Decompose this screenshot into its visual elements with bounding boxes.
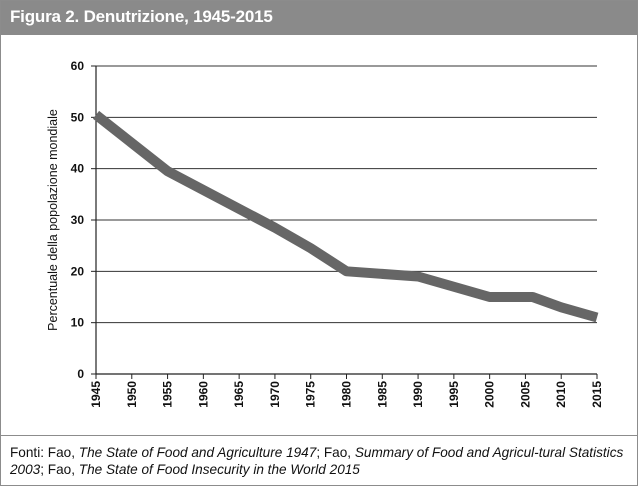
x-tick-label: 2015	[590, 381, 604, 408]
source-segment: The State of Food and Agriculture 1947	[78, 445, 317, 460]
x-tick-label: 1945	[89, 381, 103, 408]
y-tick-label: 10	[71, 316, 85, 330]
source-segment: Summary of Food and Agricul-	[354, 445, 539, 460]
grid-lines	[96, 65, 597, 324]
source-footer: Fonti: Fao, The State of Food and Agricu…	[1, 435, 637, 486]
source-note: Fonti: Fao, The State of Food and Agricu…	[10, 444, 630, 478]
y-tick-label: 20	[71, 264, 85, 278]
y-axis-label: Percentuale della popolazione mondiale	[46, 109, 60, 331]
y-tick-label: 30	[71, 213, 85, 227]
x-tick-label: 1990	[411, 381, 425, 408]
x-tick-label: 1950	[125, 381, 139, 408]
y-tick-label: 0	[77, 367, 84, 381]
x-tick-label: 2005	[518, 381, 532, 408]
source-segment: The State of Food Insecurity in the Worl…	[78, 462, 360, 477]
x-tick-label: 2010	[554, 381, 568, 408]
y-tick-label: 40	[71, 162, 85, 176]
x-tick-label: 1965	[232, 381, 246, 408]
y-tick-label: 50	[71, 110, 85, 124]
source-segment: ; Fao,	[316, 445, 355, 460]
series-line	[92, 110, 599, 323]
x-tick-label: 2000	[483, 381, 497, 408]
y-tick-labels: 0 10 20 30 40 50 60	[71, 59, 96, 381]
source-segment: tural Statistics 2003	[10, 445, 624, 477]
x-tick-label: 1970	[268, 381, 282, 408]
x-tick-label: 1980	[340, 381, 354, 408]
x-tick-labels: 1945 1950 1955 1960 1965 1970 1975 1980 1985 1990…	[89, 374, 604, 408]
source-segment: Fonti: Fao,	[10, 445, 79, 460]
figure-title: Figura 2. Denutrizione, 1945-2015	[10, 7, 273, 26]
x-tick-label: 1960	[196, 381, 210, 408]
series-group	[92, 110, 599, 323]
x-tick-label: 1955	[161, 381, 175, 408]
x-tick-label: 1975	[304, 381, 318, 408]
y-tick-label: 60	[71, 59, 85, 73]
x-tick-label: 1985	[375, 381, 389, 408]
x-tick-label: 1995	[447, 381, 461, 408]
title-bar: Figura 2. Denutrizione, 1945-2015	[1, 1, 637, 35]
source-segment: ; Fao,	[40, 462, 79, 477]
